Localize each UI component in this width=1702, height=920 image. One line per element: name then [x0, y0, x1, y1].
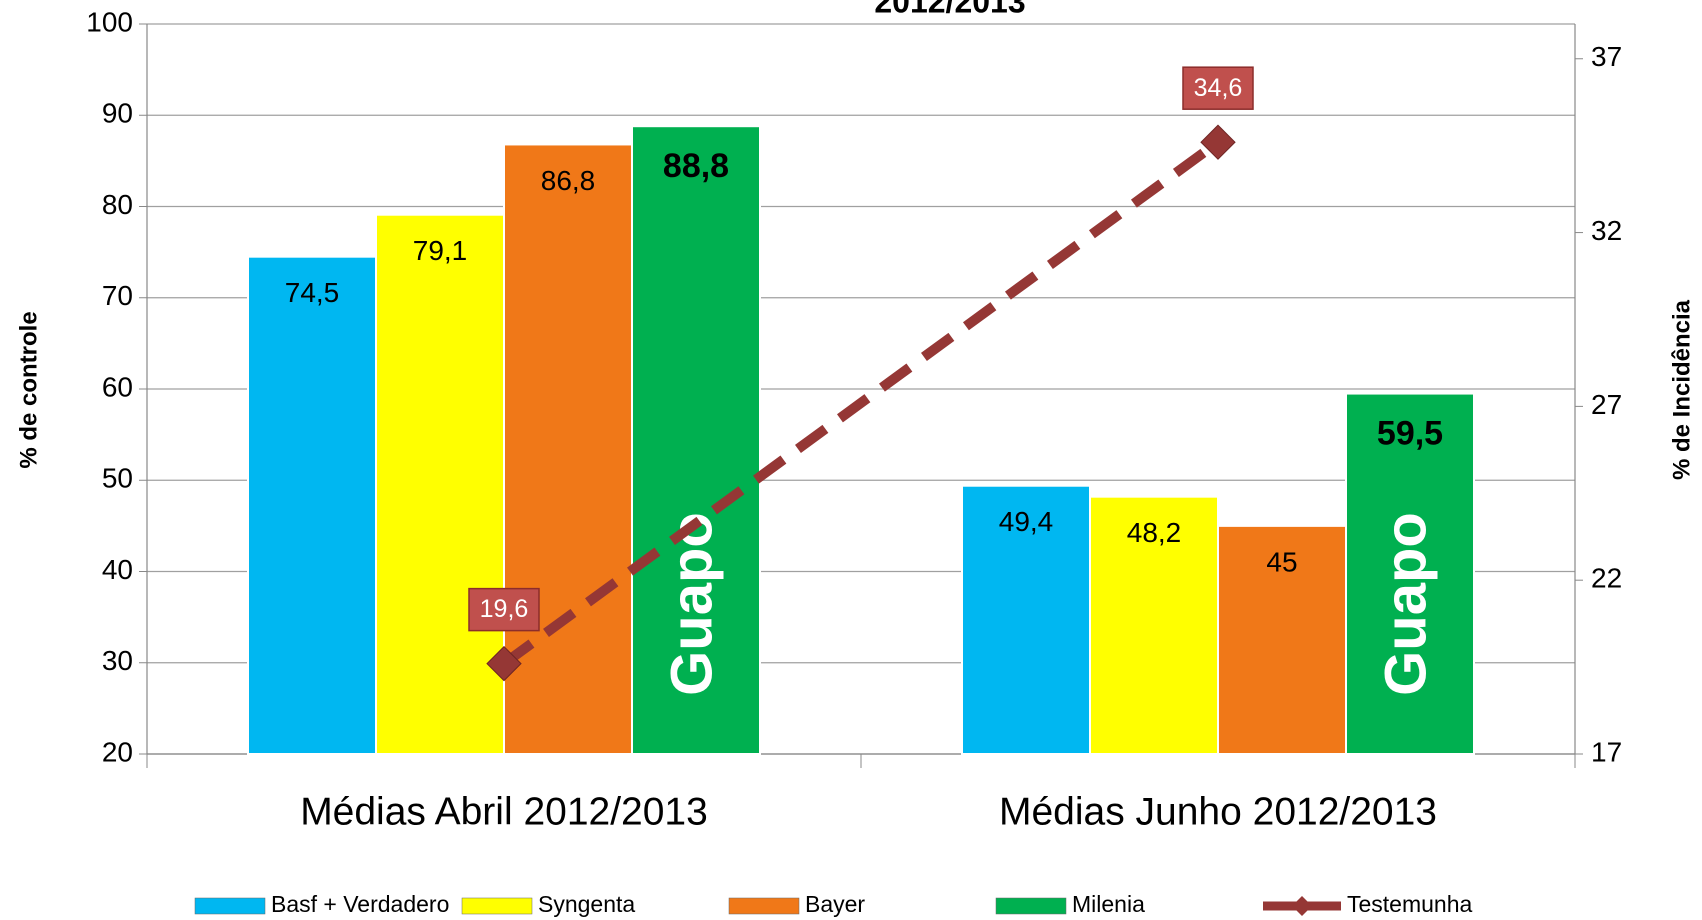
y2-tick-label: 27 — [1591, 389, 1622, 420]
chart-title: 2012/2013 — [874, 0, 1025, 19]
y2-tick-label: 22 — [1591, 563, 1622, 594]
line-marker — [486, 645, 522, 682]
y-tick-label: 30 — [102, 645, 133, 676]
x-tick-label: Médias Abril 2012/2013 — [300, 790, 708, 833]
bar — [375, 213, 505, 755]
bar — [503, 143, 633, 755]
y2-tick-label: 17 — [1591, 736, 1622, 767]
legend-label: Syngenta — [538, 891, 635, 917]
bar — [631, 125, 761, 755]
bar — [961, 484, 1091, 755]
y-tick-label: 50 — [102, 463, 133, 494]
y2-tick-label: 37 — [1591, 41, 1622, 72]
bar — [1089, 495, 1219, 755]
line-value-label: 34,6 — [1194, 74, 1243, 102]
y-tick-label: 80 — [102, 189, 133, 220]
y-tick-label: 20 — [102, 736, 133, 767]
bar-value-label: 79,1 — [413, 235, 468, 266]
bar-value-label: 45 — [1266, 546, 1297, 577]
bar — [247, 255, 377, 755]
line-marker — [1200, 124, 1236, 160]
legend-label: Milenia — [1072, 891, 1145, 917]
y2-axis-label: % de Incidência — [1668, 299, 1695, 480]
y-tick-label: 90 — [102, 98, 133, 129]
line-label-box — [468, 587, 540, 632]
legend-label: Testemunha — [1347, 891, 1473, 917]
y-tick-label: 100 — [86, 6, 133, 37]
legend-label: Bayer — [805, 891, 865, 917]
bar-value-label: 59,5 — [1377, 415, 1443, 453]
legend-swatch — [995, 897, 1067, 915]
bar-value-label: 49,4 — [999, 506, 1054, 537]
y-tick-label: 60 — [102, 371, 133, 402]
legend-swatch — [728, 897, 800, 915]
bar-value-label: 86,8 — [541, 165, 596, 196]
x-tick-label: Médias Junho 2012/2013 — [999, 790, 1437, 833]
y-axis-label: % de controle — [15, 311, 42, 468]
y-tick-label: 40 — [102, 554, 133, 585]
legend-swatch — [461, 897, 533, 915]
legend-marker — [1292, 896, 1312, 916]
line-value-label: 19,6 — [480, 595, 529, 623]
bar-annotation: Guapo — [659, 512, 724, 696]
bar-annotation: Guapo — [1373, 512, 1438, 696]
bar-value-label: 48,2 — [1127, 517, 1182, 548]
legend-label: Basf + Verdadero — [271, 891, 449, 917]
bar — [1345, 392, 1475, 755]
bar-value-label: 88,8 — [663, 147, 729, 185]
line-label-box — [1182, 66, 1254, 110]
legend-swatch — [194, 897, 266, 915]
line — [501, 138, 1221, 668]
bar — [1217, 524, 1347, 755]
y-tick-label: 70 — [102, 280, 133, 311]
bar-value-label: 74,5 — [285, 277, 340, 308]
y2-tick-label: 32 — [1591, 215, 1622, 246]
